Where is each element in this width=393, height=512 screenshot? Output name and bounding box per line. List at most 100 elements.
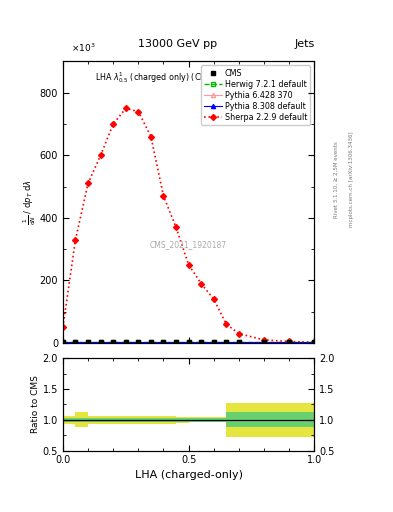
Herwig 7.2.1 default: [98, 339, 103, 346]
Pythia 8.308 default: [86, 339, 90, 346]
CMS: [86, 339, 90, 346]
Sherpa 2.2.9 default: [237, 331, 241, 337]
Sherpa 2.2.9 default: [287, 338, 292, 345]
CMS: [186, 339, 191, 346]
Herwig 7.2.1 default: [73, 339, 78, 346]
Pythia 8.308 default: [98, 339, 103, 346]
Sherpa 2.2.9 default: [262, 337, 266, 343]
Pythia 8.308 default: [186, 339, 191, 346]
Pythia 6.428 370: [237, 339, 241, 346]
Y-axis label: $\frac{1}{\mathrm{d}N}\ /\ \mathrm{d}p_T\ \mathrm{d}\lambda$: $\frac{1}{\mathrm{d}N}\ /\ \mathrm{d}p_T…: [22, 179, 38, 225]
Pythia 8.308 default: [199, 339, 204, 346]
Pythia 8.308 default: [224, 339, 229, 346]
Text: LHA $\lambda^{1}_{0.5}$ (charged only) (CMS jet substructure): LHA $\lambda^{1}_{0.5}$ (charged only) (…: [95, 70, 282, 85]
Text: Jets: Jets: [294, 38, 314, 49]
Pythia 6.428 370: [211, 339, 216, 346]
Pythia 6.428 370: [98, 339, 103, 346]
X-axis label: LHA (charged-only): LHA (charged-only): [135, 470, 242, 480]
Pythia 8.308 default: [136, 339, 141, 346]
Herwig 7.2.1 default: [86, 339, 90, 346]
Sherpa 2.2.9 default: [136, 109, 141, 115]
CMS: [111, 339, 116, 346]
CMS: [136, 339, 141, 346]
Pythia 6.428 370: [199, 339, 204, 346]
Sherpa 2.2.9 default: [312, 339, 317, 346]
CMS: [262, 339, 266, 346]
Pythia 6.428 370: [224, 339, 229, 346]
Herwig 7.2.1 default: [237, 339, 241, 346]
Sherpa 2.2.9 default: [123, 105, 128, 112]
Pythia 6.428 370: [186, 339, 191, 346]
CMS: [98, 339, 103, 346]
Line: Pythia 6.428 370: Pythia 6.428 370: [61, 340, 316, 345]
Herwig 7.2.1 default: [211, 339, 216, 346]
Pythia 6.428 370: [149, 339, 153, 346]
Pythia 8.308 default: [211, 339, 216, 346]
Pythia 6.428 370: [111, 339, 116, 346]
Line: CMS: CMS: [61, 340, 316, 345]
Text: $\times10^3$: $\times10^3$: [71, 41, 95, 54]
Herwig 7.2.1 default: [224, 339, 229, 346]
CMS: [199, 339, 204, 346]
Pythia 8.308 default: [149, 339, 153, 346]
Y-axis label: Ratio to CMS: Ratio to CMS: [31, 375, 40, 434]
CMS: [123, 339, 128, 346]
Sherpa 2.2.9 default: [186, 262, 191, 268]
Pythia 8.308 default: [312, 339, 317, 346]
Pythia 8.308 default: [161, 339, 166, 346]
Pythia 8.308 default: [237, 339, 241, 346]
Text: Rivet 3.1.10, ≥ 2.5M events: Rivet 3.1.10, ≥ 2.5M events: [334, 141, 338, 218]
Sherpa 2.2.9 default: [174, 224, 178, 230]
Pythia 6.428 370: [161, 339, 166, 346]
Herwig 7.2.1 default: [123, 339, 128, 346]
Pythia 8.308 default: [262, 339, 266, 346]
CMS: [73, 339, 78, 346]
CMS: [312, 339, 317, 346]
Pythia 8.308 default: [111, 339, 116, 346]
Herwig 7.2.1 default: [149, 339, 153, 346]
CMS: [224, 339, 229, 346]
Sherpa 2.2.9 default: [149, 134, 153, 140]
Sherpa 2.2.9 default: [61, 324, 65, 330]
Sherpa 2.2.9 default: [86, 180, 90, 186]
Herwig 7.2.1 default: [61, 339, 65, 346]
CMS: [149, 339, 153, 346]
Herwig 7.2.1 default: [262, 339, 266, 346]
Pythia 6.428 370: [262, 339, 266, 346]
Herwig 7.2.1 default: [161, 339, 166, 346]
Herwig 7.2.1 default: [287, 339, 292, 346]
Pythia 6.428 370: [174, 339, 178, 346]
Line: Pythia 8.308 default: Pythia 8.308 default: [61, 340, 316, 345]
Pythia 6.428 370: [61, 339, 65, 346]
Line: Sherpa 2.2.9 default: Sherpa 2.2.9 default: [61, 106, 316, 345]
CMS: [174, 339, 178, 346]
Pythia 6.428 370: [312, 339, 317, 346]
Text: 13000 GeV pp: 13000 GeV pp: [138, 38, 217, 49]
Pythia 8.308 default: [287, 339, 292, 346]
Herwig 7.2.1 default: [186, 339, 191, 346]
CMS: [237, 339, 241, 346]
Sherpa 2.2.9 default: [111, 121, 116, 127]
Pythia 8.308 default: [174, 339, 178, 346]
Pythia 6.428 370: [73, 339, 78, 346]
Sherpa 2.2.9 default: [161, 193, 166, 199]
Pythia 8.308 default: [123, 339, 128, 346]
Pythia 8.308 default: [61, 339, 65, 346]
Sherpa 2.2.9 default: [98, 152, 103, 158]
Herwig 7.2.1 default: [174, 339, 178, 346]
CMS: [161, 339, 166, 346]
Legend: CMS, Herwig 7.2.1 default, Pythia 6.428 370, Pythia 8.308 default, Sherpa 2.2.9 : CMS, Herwig 7.2.1 default, Pythia 6.428 …: [200, 66, 310, 125]
CMS: [61, 339, 65, 346]
Line: Herwig 7.2.1 default: Herwig 7.2.1 default: [61, 340, 316, 345]
Text: mcplots.cern.ch [arXiv:1306.3436]: mcplots.cern.ch [arXiv:1306.3436]: [349, 132, 354, 227]
Pythia 6.428 370: [136, 339, 141, 346]
CMS: [211, 339, 216, 346]
Pythia 6.428 370: [86, 339, 90, 346]
Herwig 7.2.1 default: [199, 339, 204, 346]
Herwig 7.2.1 default: [136, 339, 141, 346]
Pythia 8.308 default: [73, 339, 78, 346]
CMS: [287, 339, 292, 346]
Sherpa 2.2.9 default: [224, 321, 229, 327]
Sherpa 2.2.9 default: [211, 296, 216, 302]
Herwig 7.2.1 default: [111, 339, 116, 346]
